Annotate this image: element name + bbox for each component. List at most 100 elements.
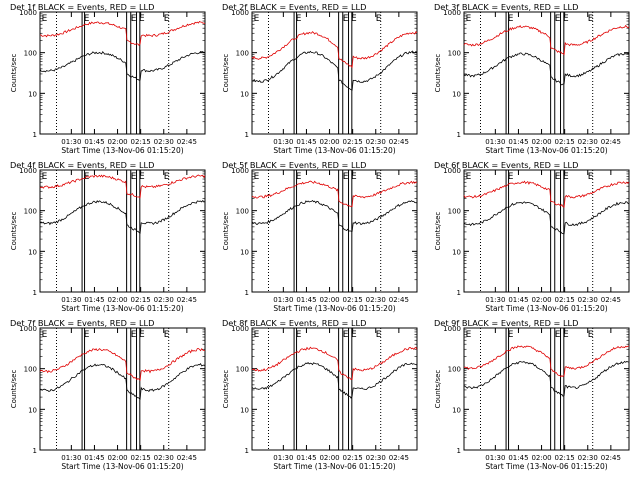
x-axis-label: Start Time (13-Nov-06 01:15:20) xyxy=(61,462,183,471)
x-tick-label: 02:45 xyxy=(389,138,409,146)
annotation-E: E xyxy=(508,172,514,182)
chart-panel-8: Det 8f BLACK = Events, RED = LLD 1 10 100 10… xyxy=(222,318,418,471)
x-tick-label: 01:45 xyxy=(296,454,316,462)
x-tick-label: 02:30 xyxy=(366,138,386,146)
x-axis-label: Start Time (13-Nov-06 01:15:20) xyxy=(61,304,183,313)
x-tick-label: 02:00 xyxy=(107,454,127,462)
plot-frame xyxy=(463,169,630,293)
annotation-E: E xyxy=(555,14,561,24)
y-tick-label: 1000 xyxy=(443,167,461,175)
annotation-E: E xyxy=(42,172,48,182)
y-tick-label: 1000 xyxy=(231,9,249,17)
annotation-E: E xyxy=(254,330,260,340)
series-line-lld xyxy=(40,21,206,47)
chart-panel-7: Det 7f BLACK = Events, RED = LLD 1 10 100 10… xyxy=(10,318,206,471)
y-tick-label: 10 xyxy=(452,90,461,98)
x-tick-label: 01:30 xyxy=(485,138,505,146)
y-tick-label: 1000 xyxy=(19,325,37,333)
x-tick-label: 01:30 xyxy=(273,138,293,146)
chart-panel-4: Det 4f BLACK = Events, RED = LLD 1 10 100 10… xyxy=(10,160,206,313)
x-tick-label: 02:30 xyxy=(366,454,386,462)
y-tick-label: 1 xyxy=(33,131,37,139)
series-line-lld xyxy=(251,180,418,207)
y-tick-label: 1 xyxy=(457,289,461,297)
x-tick-label: 02:00 xyxy=(531,138,551,146)
y-tick-label: 1000 xyxy=(443,9,461,17)
annotation-E: E xyxy=(588,172,594,182)
y-tick-label: 10 xyxy=(28,406,37,414)
annotation-E: E xyxy=(131,330,137,340)
annotation-E: E xyxy=(139,14,145,24)
plot-frame xyxy=(39,11,206,135)
y-tick-label: 10 xyxy=(240,248,249,256)
x-tick-label: 01:30 xyxy=(485,454,505,462)
x-tick-label: 02:30 xyxy=(366,296,386,304)
annotation-E: E xyxy=(343,330,349,340)
x-tick-label: 02:00 xyxy=(107,296,127,304)
series-line-lld xyxy=(463,345,630,378)
x-axis-label: Start Time (13-Nov-06 01:15:20) xyxy=(273,146,395,155)
annotation-E: E xyxy=(563,330,569,340)
x-tick-label: 01:45 xyxy=(84,454,104,462)
x-tick-label: 02:15 xyxy=(555,296,575,304)
chart-title: Det 3f BLACK = Events, RED = LLD xyxy=(434,2,578,12)
chart-panel-3: Det 3f BLACK = Events, RED = LLD 1 10 100 10… xyxy=(434,2,630,155)
y-axis-label: Counts/sec xyxy=(434,370,442,409)
y-axis-label: Counts/sec xyxy=(222,370,230,409)
chart-panel-6: Det 6f BLACK = Events, RED = LLD 1 10 100 10… xyxy=(434,160,630,313)
x-tick-label: 02:15 xyxy=(555,138,575,146)
y-tick-label: 10 xyxy=(452,248,461,256)
y-tick-label: 1000 xyxy=(443,325,461,333)
x-tick-label: 01:45 xyxy=(508,454,528,462)
y-axis-label: Counts/sec xyxy=(222,54,230,93)
x-tick-label: 02:45 xyxy=(389,296,409,304)
y-tick-label: 1 xyxy=(33,289,37,297)
x-tick-label: 02:15 xyxy=(555,454,575,462)
y-tick-label: 1 xyxy=(33,447,37,455)
y-tick-label: 1000 xyxy=(231,167,249,175)
annotation-E: E xyxy=(164,330,170,340)
chart-title: Det 7f BLACK = Events, RED = LLD xyxy=(10,318,154,328)
plot-frame xyxy=(39,169,206,293)
annotation-E: E xyxy=(376,330,382,340)
annotation-E: E xyxy=(563,172,569,182)
series-line-events xyxy=(463,201,630,235)
x-tick-label: 02:00 xyxy=(319,296,339,304)
x-tick-label: 01:30 xyxy=(485,296,505,304)
x-tick-label: 01:30 xyxy=(61,138,81,146)
x-tick-label: 02:15 xyxy=(343,296,363,304)
x-tick-label: 02:45 xyxy=(177,296,197,304)
y-tick-label: 1000 xyxy=(231,325,249,333)
x-tick-label: 02:45 xyxy=(177,138,197,146)
x-axis-label: Start Time (13-Nov-06 01:15:20) xyxy=(273,304,395,313)
annotation-E: E xyxy=(296,172,302,182)
y-axis-label: Counts/sec xyxy=(434,54,442,93)
x-tick-label: 02:15 xyxy=(343,138,363,146)
annotation-E: E xyxy=(42,330,48,340)
x-axis-label: Start Time (13-Nov-06 01:15:20) xyxy=(485,462,607,471)
chart-title: Det 4f BLACK = Events, RED = LLD xyxy=(10,160,154,170)
y-tick-label: 100 xyxy=(24,50,37,58)
x-axis-label: Start Time (13-Nov-06 01:15:20) xyxy=(485,146,607,155)
y-axis-label: Counts/sec xyxy=(10,54,18,93)
y-tick-label: 100 xyxy=(24,366,37,374)
chart-title: Det 5f BLACK = Events, RED = LLD xyxy=(222,160,366,170)
annotation-E: E xyxy=(254,172,260,182)
y-tick-label: 100 xyxy=(24,208,37,216)
series-line-events xyxy=(251,362,418,399)
plot-frame xyxy=(251,169,418,293)
x-tick-label: 02:30 xyxy=(154,296,174,304)
y-tick-label: 1 xyxy=(245,131,249,139)
annotation-E: E xyxy=(588,330,594,340)
series-line-lld xyxy=(39,347,206,382)
x-tick-label: 02:45 xyxy=(601,138,621,146)
annotation-E: E xyxy=(351,14,357,24)
annotation-E: E xyxy=(139,172,145,182)
x-tick-label: 01:45 xyxy=(508,296,528,304)
x-tick-label: 02:30 xyxy=(154,454,174,462)
chart-title: Det 9f BLACK = Events, RED = LLD xyxy=(434,318,578,328)
y-tick-label: 10 xyxy=(240,406,249,414)
x-tick-label: 02:45 xyxy=(389,454,409,462)
series-line-events xyxy=(463,52,630,86)
x-tick-label: 01:45 xyxy=(508,138,528,146)
